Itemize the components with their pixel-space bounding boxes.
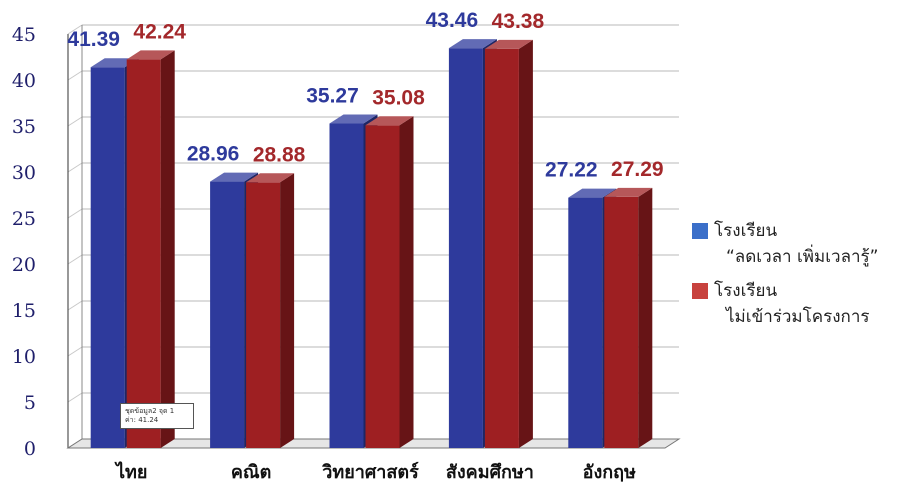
y-tick-label: 20 [12,254,36,276]
legend-label-series-2-line-1: โรงเรียน [714,281,778,301]
data-label: 43.46 [426,9,479,32]
bar [126,50,175,448]
y-tick-label: 45 [12,24,36,46]
y-tick-label: 35 [12,116,36,138]
bar [246,173,295,448]
legend-item-series-2: โรงเรียน ไม่เข้าร่วมโครงการ [690,278,878,330]
legend-item-series-1: โรงเรียน “ลดเวลา เพิ่มเวลารู้” [690,218,878,270]
bar-side [518,39,533,449]
bar [484,39,533,449]
bar-front [246,182,281,448]
bar-side [638,187,653,448]
bar-front [210,181,245,448]
data-label: 27.29 [611,158,664,181]
bar-top [329,114,378,124]
x-tick-label: คณิต [231,462,271,483]
bar-top [365,116,414,126]
bar-top [126,50,175,60]
bar-front [329,123,364,449]
bar-front [604,196,639,448]
gridline-depth [67,208,83,219]
data-label: 43.38 [492,10,545,33]
bar [365,116,414,448]
y-tick-label: 0 [24,438,36,460]
bar-side [399,116,414,448]
bar-front [568,197,603,448]
legend: โรงเรียน “ลดเวลา เพิ่มเวลารู้” โรงเรียน … [690,218,878,338]
y-tick-label: 10 [12,346,36,368]
gridline-depth [67,116,83,127]
bar-top [246,173,295,183]
tooltip-line-1: ชุดข้อมูล2 จุด 1 [125,407,175,415]
bar-front [448,48,483,448]
gridline-depth [67,162,83,173]
bar-top [448,39,497,49]
bar-front [484,48,519,449]
gridline-depth [67,300,83,311]
legend-label-series-1-line-1: โรงเรียน [714,221,778,241]
tooltip-line-2: ค่า: 41.24 [125,416,159,424]
legend-swatch-series-2 [692,283,708,299]
bar [604,187,653,448]
x-tick-label: วิทยาศาสตร์ [321,461,419,483]
y-tick-label: 15 [12,300,36,322]
data-label: 28.96 [187,143,240,166]
bar-front [90,67,125,448]
gridline-depth [67,70,83,81]
x-tick-label: อังกฤษ [583,462,636,483]
data-label: 27.22 [545,159,598,182]
data-label: 35.08 [372,86,425,109]
y-tick-label: 25 [12,208,36,230]
bar-top [604,187,653,197]
data-label: 35.27 [306,85,359,108]
legend-label-series-1-line-2: “ลดเวลา เพิ่มเวลารู้” [726,247,879,267]
bar-front [126,59,161,448]
bar-top [568,188,617,198]
y-tick-label: 40 [12,70,36,92]
bar-top [210,172,259,182]
y-tick-label: 30 [12,162,36,184]
bar-top [484,39,533,49]
gridline-depth [67,346,83,357]
gridline-depth [67,392,83,403]
data-label: 41.39 [67,28,120,51]
data-label: 28.88 [253,143,306,166]
x-tick-label: ไทย [114,461,147,483]
bar-front [365,125,400,448]
gridline-depth [67,254,83,265]
gridline-depth [67,24,83,35]
x-tick-label: สังคมศึกษา [446,462,534,483]
bar-side [280,173,295,448]
data-point-tooltip: ชุดข้อมูล2 จุด 1 ค่า: 41.24 [120,403,194,429]
bar-side [160,50,175,448]
data-label: 42.24 [133,20,186,43]
y-tick-label: 5 [24,392,36,414]
legend-label-series-2-line-2: ไม่เข้าร่วมโครงการ [726,307,870,327]
legend-swatch-series-1 [692,223,708,239]
